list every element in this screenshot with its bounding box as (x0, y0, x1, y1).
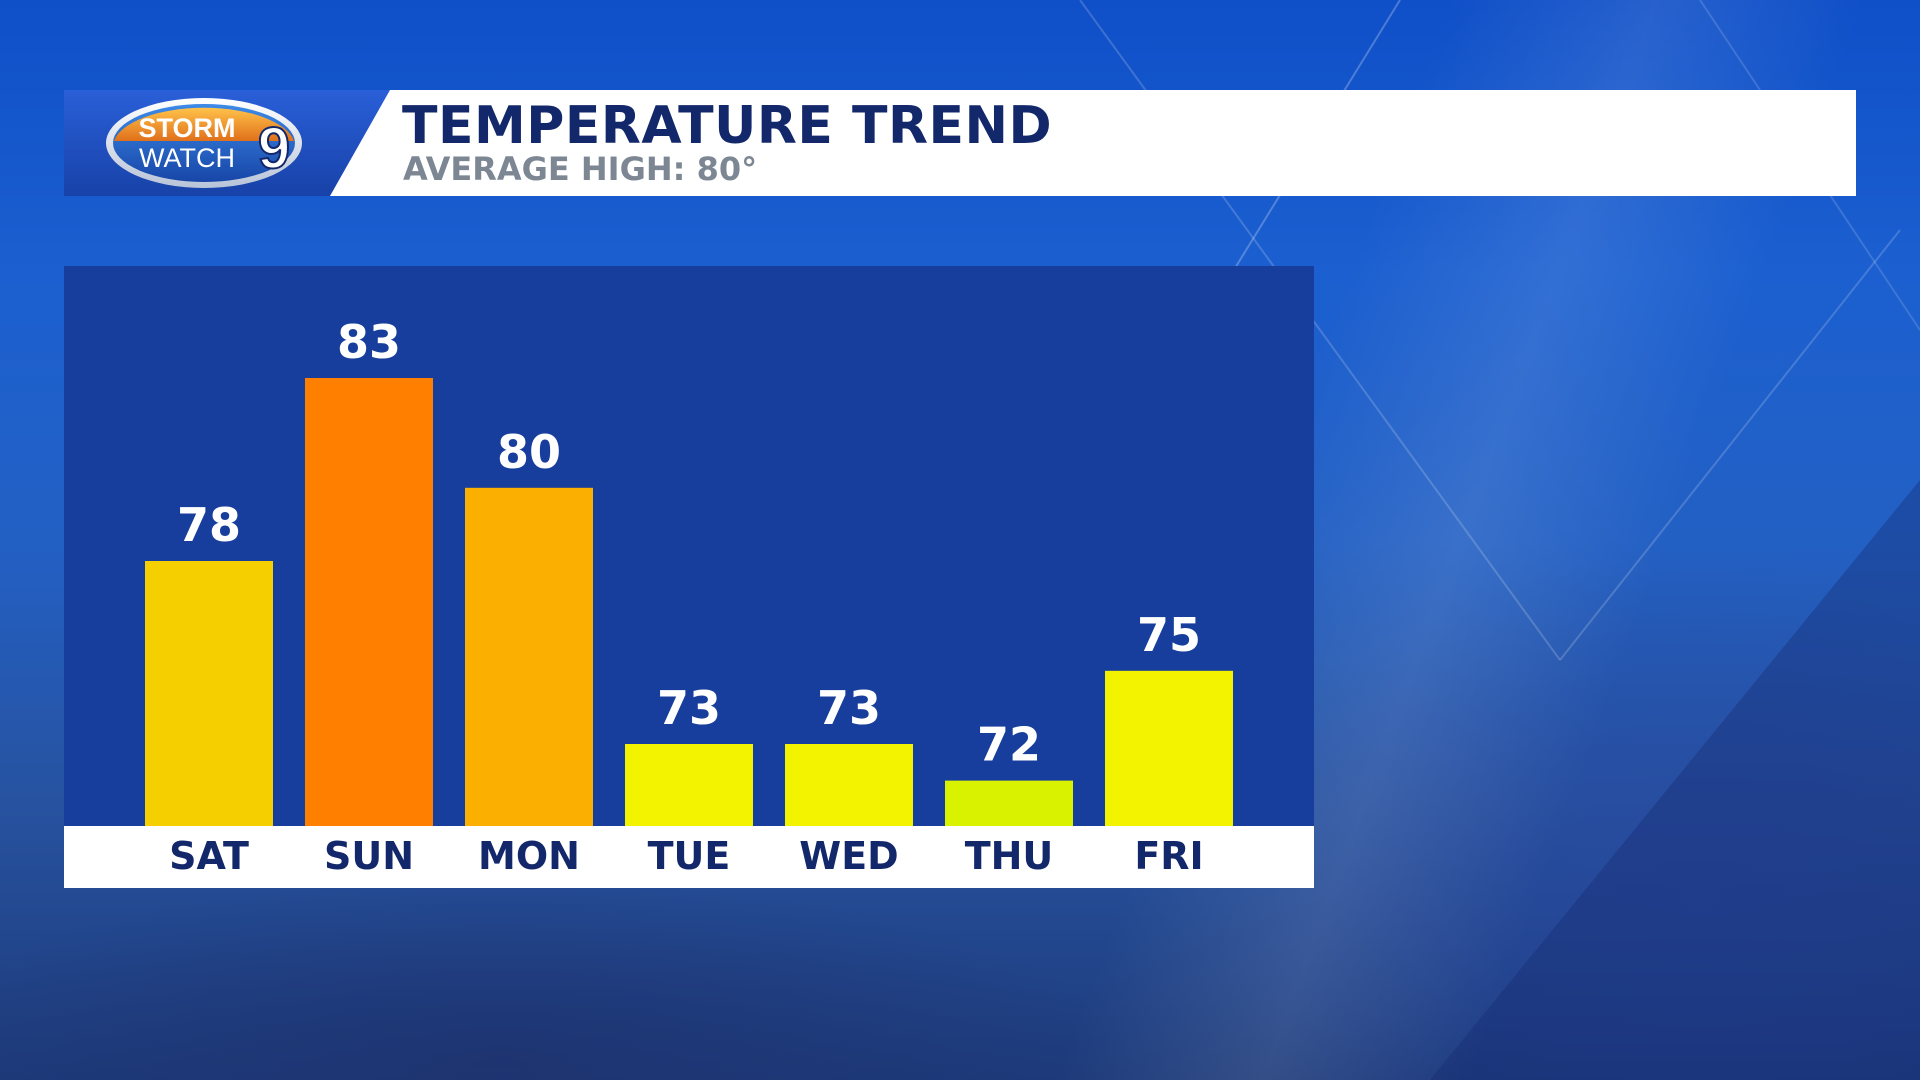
x-label-fri: FRI (1134, 834, 1204, 878)
bar-tue (625, 744, 753, 826)
x-label-mon: MON (478, 834, 580, 878)
average-high-subtitle: AVERAGE HIGH: 80° (403, 150, 758, 188)
logo-storm-text: STORM (138, 113, 235, 143)
bar-mon (465, 487, 593, 826)
x-axis-strip (64, 826, 1314, 888)
value-label-sun: 83 (337, 315, 401, 369)
logo-number-text: 9 (258, 116, 290, 181)
bar-fri (1105, 670, 1233, 826)
value-label-tue: 73 (657, 681, 721, 735)
bar-sun (305, 378, 433, 826)
x-label-sun: SUN (323, 834, 415, 878)
x-label-thu: THU (964, 834, 1054, 878)
value-label-mon: 80 (497, 425, 561, 479)
x-label-wed: WED (799, 834, 899, 878)
storm-watch-9-logo: STORM WATCH 9 (106, 98, 302, 188)
bar-thu (945, 780, 1073, 826)
x-label-tue: TUE (647, 834, 731, 878)
bar-wed (785, 744, 913, 826)
value-label-wed: 73 (817, 681, 881, 735)
value-label-sat: 78 (177, 498, 241, 552)
value-label-fri: 75 (1137, 608, 1201, 662)
page-title: TEMPERATURE TREND (402, 96, 1053, 156)
logo-watch-text: WATCH (139, 143, 235, 173)
value-label-thu: 72 (977, 718, 1041, 772)
x-label-sat: SAT (169, 834, 249, 878)
bar-sat (145, 561, 273, 826)
header-banner (330, 90, 1856, 196)
